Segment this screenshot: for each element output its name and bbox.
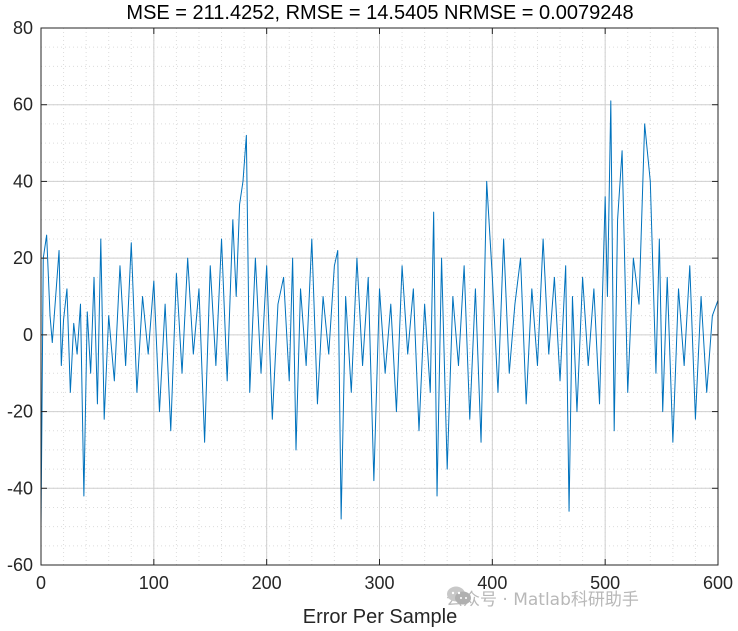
- x-tick-label: 400: [477, 573, 507, 593]
- y-axis-ticks: -60 -40 -20 0 20 40 60 80: [7, 18, 718, 575]
- x-tick-label: 500: [590, 573, 620, 593]
- y-tick-label: -60: [7, 555, 33, 575]
- x-tick-label: 100: [139, 573, 169, 593]
- y-tick-label: -40: [7, 478, 33, 498]
- y-tick-label: 40: [13, 171, 33, 191]
- y-tick-label: 60: [13, 95, 33, 115]
- y-tick-label: 0: [23, 325, 33, 345]
- series-line: [40, 100, 719, 527]
- y-tick-label: 80: [13, 18, 33, 38]
- series-layer: [40, 100, 719, 527]
- x-tick-label: 600: [703, 573, 733, 593]
- x-tick-label: 300: [364, 573, 394, 593]
- x-axis-ticks: 0 100 200 300 400 500 600: [36, 28, 733, 593]
- y-tick-label: -20: [7, 402, 33, 422]
- x-tick-label: 200: [252, 573, 282, 593]
- x-axis-label: Error Per Sample: [303, 606, 458, 628]
- y-tick-label: 20: [13, 248, 33, 268]
- x-tick-label: 0: [36, 573, 46, 593]
- chart-title: MSE = 211.4252, RMSE = 14.5405 NRMSE = 0…: [126, 2, 633, 24]
